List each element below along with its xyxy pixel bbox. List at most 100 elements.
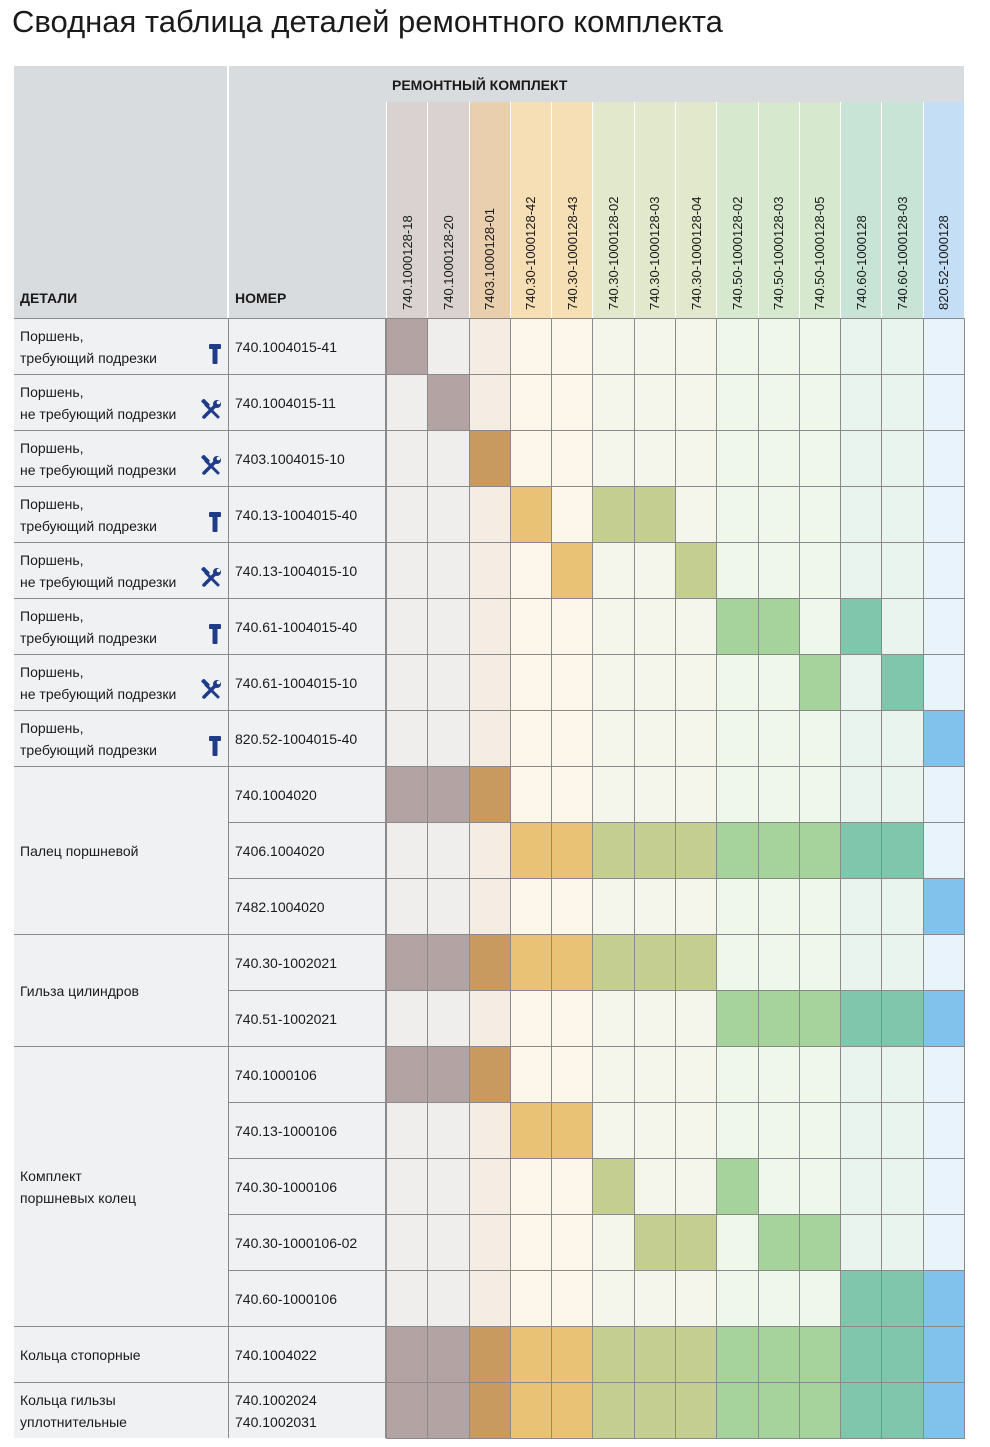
kit-cell	[840, 430, 882, 486]
kit-cell	[551, 430, 593, 486]
icon	[200, 398, 222, 426]
kit-cell	[675, 1158, 717, 1214]
kit-cell	[757, 1270, 799, 1326]
kit-cell	[427, 1326, 469, 1382]
kit-cell	[427, 822, 469, 878]
kit-cell	[675, 374, 717, 430]
kit-label: 740.30-1000128-43	[564, 196, 580, 311]
kit-cell	[881, 542, 923, 598]
kit-cell	[468, 598, 510, 654]
part-label: поршневых колец	[20, 1190, 137, 1206]
kit-cell	[468, 1326, 510, 1382]
kit-cell	[757, 542, 799, 598]
kit-cell	[551, 542, 593, 598]
kit-cell	[881, 710, 923, 766]
kit-cell	[675, 598, 717, 654]
kit-cell	[922, 934, 964, 990]
kit-cell	[840, 990, 882, 1046]
kit-cell	[798, 934, 841, 990]
part-number: 740.30-1000106-02	[235, 1235, 358, 1251]
kit-cell	[551, 766, 593, 822]
kit-cell	[716, 1214, 758, 1270]
kit-cell	[881, 486, 923, 542]
kit-cell	[840, 822, 882, 878]
kit-cell	[757, 1158, 799, 1214]
kit-cell	[716, 1158, 758, 1214]
kit-cell	[922, 1270, 964, 1326]
kit-cell	[798, 430, 841, 486]
part-number: 740.51-1002021	[235, 1011, 337, 1027]
kit-cell	[716, 374, 758, 430]
kit-cell	[798, 822, 841, 878]
kit-label: 7403.1000128-01	[482, 208, 498, 310]
kit-cell	[675, 1102, 717, 1158]
part-label: требующий подрезки	[20, 630, 157, 646]
kit-cell	[922, 766, 964, 822]
part-label: Поршень,	[20, 440, 84, 456]
kit-cell	[716, 430, 758, 486]
kit-label: 740.30-1000128-42	[523, 196, 539, 311]
header-cell	[14, 66, 229, 318]
kit-cell	[468, 1102, 510, 1158]
part-cell: Поршень, не требующий подрезки	[14, 654, 229, 710]
part-number: 740.1004015-41	[235, 339, 337, 355]
kit-cell	[427, 990, 469, 1046]
kit-cell	[509, 990, 552, 1046]
kit-cell	[592, 1158, 634, 1214]
kit-label: 740.50-1000128-05	[812, 196, 828, 311]
kit-cell	[592, 486, 634, 542]
kit-cell	[716, 654, 758, 710]
kit-cell	[468, 934, 510, 990]
kit-cell	[716, 1326, 758, 1382]
kit-cell	[592, 990, 634, 1046]
number-cell: 740.1002024 740.1002031	[229, 1382, 386, 1438]
part-number: 740.30-1002021	[235, 955, 337, 971]
part-number: 740.30-1000106	[235, 1179, 337, 1195]
part-label: Поршень,	[20, 720, 84, 736]
kit-cell	[551, 318, 593, 374]
number-cell: 740.1004022	[229, 1326, 386, 1382]
kit-cell	[633, 1382, 675, 1438]
header-kit: РЕМОНТНЫЙ КОМПЛЕКТ	[392, 77, 568, 93]
part-label: Поршень,	[20, 328, 84, 344]
kit-cell	[468, 766, 510, 822]
kit-cell	[881, 654, 923, 710]
icon	[200, 678, 222, 706]
part-number: 740.1002024	[235, 1392, 317, 1408]
part-label: не требующий подрезки	[20, 406, 177, 422]
kit-cell	[840, 318, 882, 374]
part-label: требующий подрезки	[20, 742, 157, 758]
kit-header: 740.30-1000128-43	[551, 102, 593, 318]
kit-label: 740.1000128-18	[399, 215, 415, 310]
kit-cell	[757, 1382, 799, 1438]
kit-cell	[757, 1326, 799, 1382]
kit-cell	[675, 878, 717, 934]
kit-cell	[840, 766, 882, 822]
kit-cell	[881, 318, 923, 374]
kit-cell	[675, 486, 717, 542]
kit-cell	[881, 878, 923, 934]
kit-cell	[509, 1270, 552, 1326]
kit-cell	[675, 934, 717, 990]
number-cell: 740.1004015-11	[229, 374, 386, 430]
kit-cell	[798, 486, 841, 542]
kit-cell	[922, 1382, 964, 1438]
kit-cell	[468, 374, 510, 430]
kit-cell	[840, 934, 882, 990]
number-cell: 740.13-1004015-40	[229, 486, 386, 542]
kit-cell	[551, 1270, 593, 1326]
kit-header: 740.50-1000128-02	[716, 102, 758, 318]
kit-cell	[840, 486, 882, 542]
kit-cell	[427, 654, 469, 710]
kit-cell	[427, 1102, 469, 1158]
kit-cell	[468, 542, 510, 598]
kit-cell	[468, 1158, 510, 1214]
kit-cell	[551, 598, 593, 654]
kit-cell	[798, 654, 841, 710]
kit-cell	[509, 822, 552, 878]
number-cell: 740.30-1000106	[229, 1158, 386, 1214]
kit-cell	[551, 374, 593, 430]
kit-cell	[468, 1382, 510, 1438]
kit-cell	[881, 1046, 923, 1102]
kit-header: 7403.1000128-01	[468, 102, 510, 318]
